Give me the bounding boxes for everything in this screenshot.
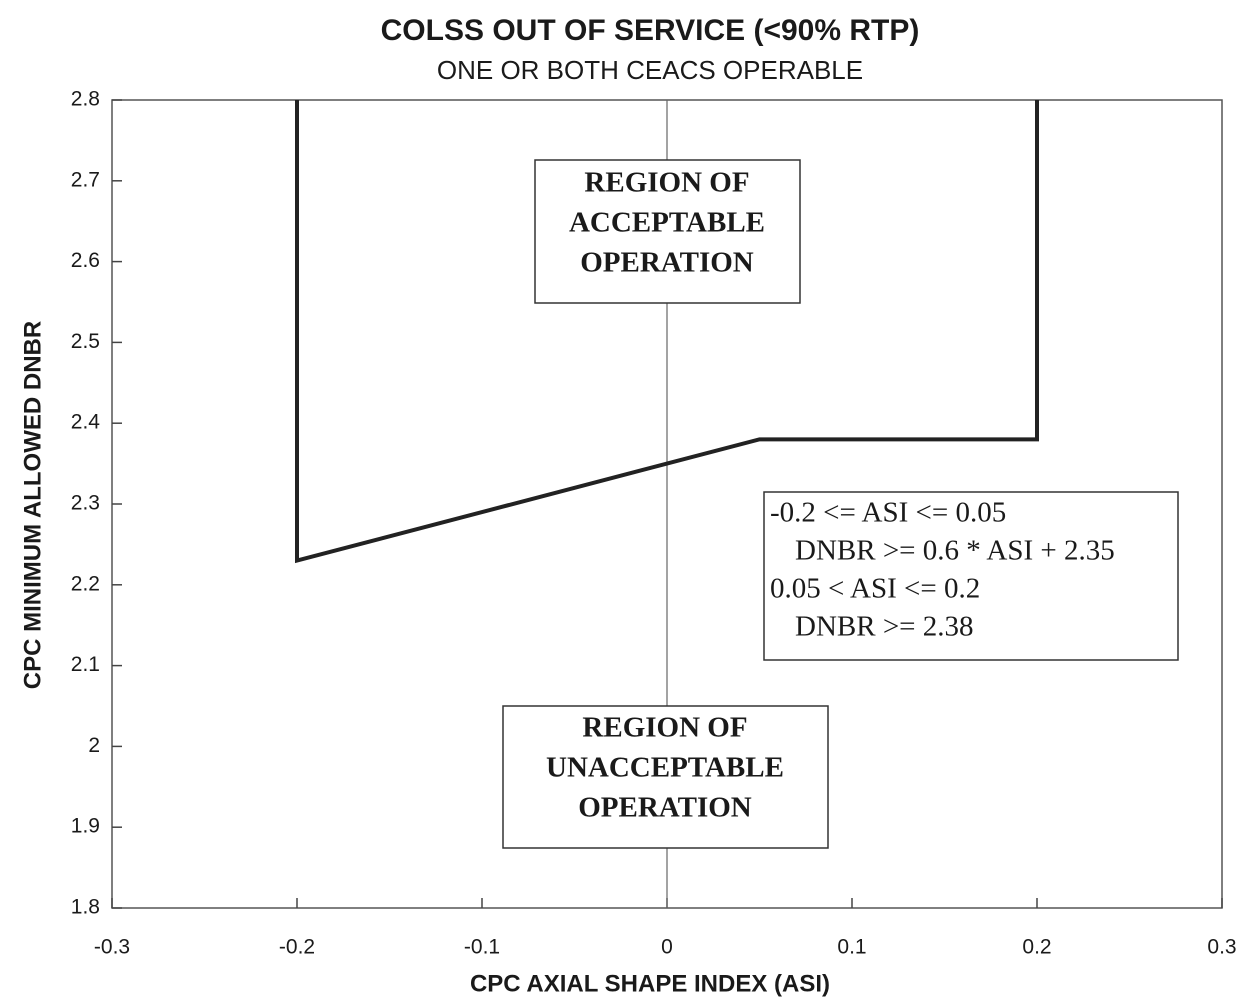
y-tick-label: 2 (88, 734, 100, 757)
x-tick-label: -0.2 (279, 936, 315, 959)
chart-subtitle: ONE OR BOTH CEACS OPERABLE (437, 55, 863, 85)
x-tick-label: 0.3 (1207, 936, 1236, 959)
y-tick-label: 2.1 (71, 653, 100, 676)
y-axis-label: CPC MINIMUM ALLOWED DNBR (19, 321, 46, 689)
y-tick-label: 2.2 (71, 572, 100, 595)
boundary-line (295, 100, 1039, 564)
annotation-box (763, 491, 1179, 661)
annotation-box (534, 159, 801, 304)
x-tick-label: -0.1 (464, 936, 500, 959)
annotation-text: DNBR >= 2.38 (795, 611, 974, 643)
annotation-text: OPERATION (580, 247, 754, 279)
x-tick-label: 0.1 (837, 936, 866, 959)
annotation-text: 0.05 < ASI <= 0.2 (770, 573, 980, 605)
x-axis-label: CPC AXIAL SHAPE INDEX (ASI) (470, 970, 830, 997)
y-tick-label: 2.4 (71, 411, 101, 434)
y-tick-label: 2.7 (71, 168, 100, 191)
annotation-text: DNBR >= 0.6 * ASI + 2.35 (795, 535, 1115, 567)
x-tick-label: -0.3 (94, 936, 130, 959)
y-tick-label: 2.5 (71, 330, 100, 353)
annotation-box (502, 705, 829, 849)
y-tick-label: 1.8 (71, 896, 100, 919)
x-tick-label: 0 (661, 936, 673, 959)
annotation-text: REGION OF (582, 712, 747, 744)
y-tick-label: 2.3 (71, 492, 100, 515)
y-tick-label: 1.9 (71, 815, 100, 838)
annotation-text: ACCEPTABLE (569, 207, 765, 239)
annotation-text: REGION OF (584, 167, 749, 199)
y-tick-label: 2.6 (71, 249, 100, 272)
y-tick-label: 2.8 (71, 88, 100, 111)
annotation-text: UNACCEPTABLE (546, 752, 784, 784)
annotation-text: -0.2 <= ASI <= 0.05 (770, 497, 1006, 529)
annotation-text: OPERATION (578, 792, 752, 824)
chart-title: COLSS OUT OF SERVICE (<90% RTP) (381, 14, 920, 47)
x-tick-label: 0.2 (1022, 936, 1051, 959)
